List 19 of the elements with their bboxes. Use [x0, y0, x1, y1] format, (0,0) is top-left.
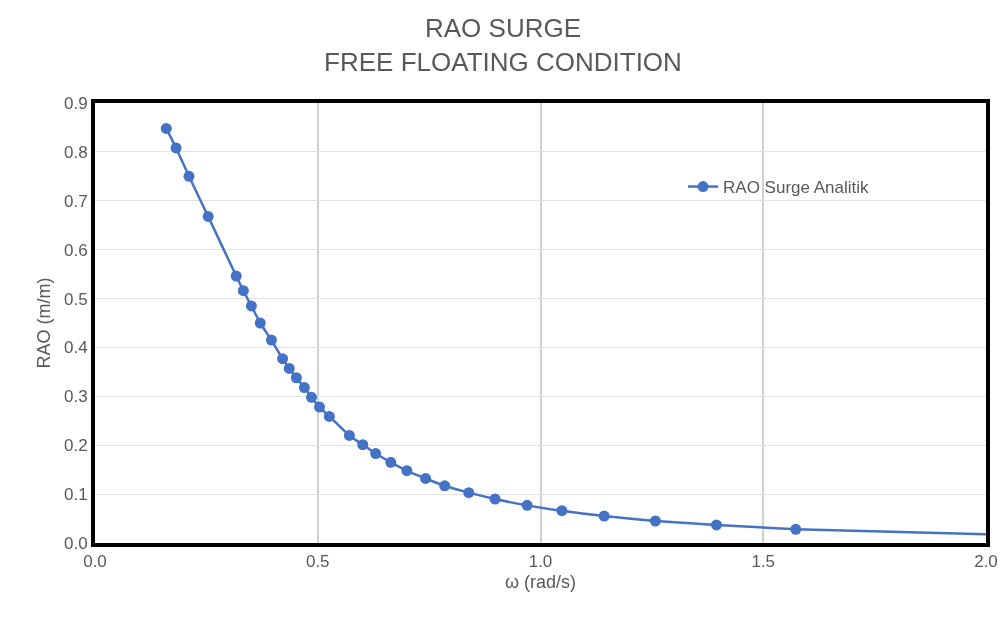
y-tick-label: 0.5: [63, 289, 88, 309]
y-tick-label: 0.7: [63, 191, 88, 211]
y-tick-label: 0.2: [63, 436, 88, 456]
x-tick-label: 2.0: [974, 552, 998, 572]
x-tick-label: 0.0: [83, 552, 107, 572]
x-tick-label: 1.5: [751, 552, 776, 572]
x-tick-label: 1.0: [528, 552, 553, 572]
y-tick-label: 0.3: [63, 387, 88, 407]
legend-label: RAO Surge Analitik: [723, 178, 870, 198]
y-tick-label: 0.4: [63, 338, 88, 358]
y-tick-label: 0.6: [63, 240, 88, 260]
y-tick-label: 0.9: [63, 93, 88, 113]
x-tick-label: 0.5: [305, 552, 330, 572]
y-tick-label: 0.8: [63, 142, 88, 162]
y-tick-label: 0.1: [63, 485, 88, 505]
y-axis-title: RAO (m/m): [33, 277, 54, 369]
chart-title: RAO SURGE FREE FLOATING CONDITION: [324, 13, 682, 77]
x-axis-title: ω (rad/s): [504, 572, 577, 592]
y-tick-label: 0.0: [63, 533, 88, 553]
